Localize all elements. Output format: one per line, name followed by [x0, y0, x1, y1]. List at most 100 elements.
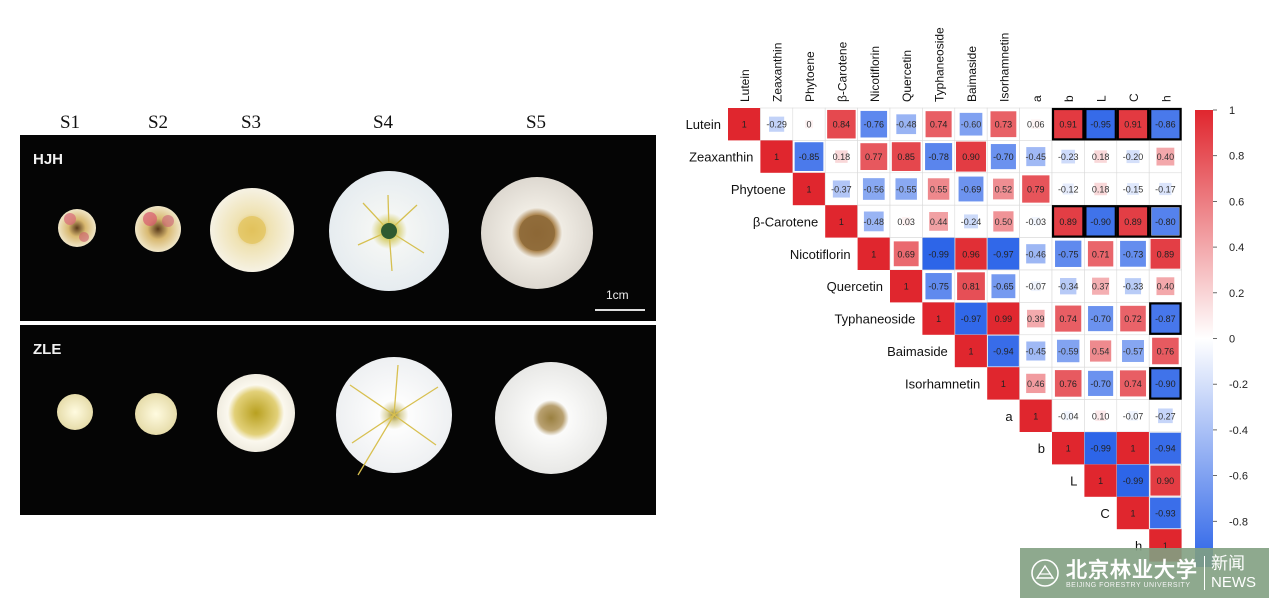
cell-value-label: 0.79 — [1027, 185, 1045, 195]
heatmap-cell — [1122, 340, 1144, 362]
heatmap-cell — [1128, 410, 1138, 421]
cell-value-label: 0.74 — [1124, 379, 1142, 389]
highlight-box — [1051, 205, 1085, 238]
colorbar-tick-label: 0.2 — [1229, 288, 1244, 300]
cell-value-label: 0.90 — [1157, 476, 1175, 486]
heatmap-cell — [1085, 206, 1116, 237]
cell-value-label: -0.29 — [766, 120, 787, 130]
col-label-nicotiflorin: Nicotiflorin — [868, 46, 882, 102]
heatmap-cell — [1026, 244, 1046, 264]
cell-value-label: -0.33 — [1123, 282, 1144, 292]
heatmap-cell — [1127, 183, 1139, 195]
heatmap-cell — [890, 270, 923, 303]
heatmap-cell — [1055, 240, 1082, 267]
colorbar-tick-label: -0.6 — [1229, 471, 1248, 483]
heatmap-cell — [857, 237, 890, 270]
zle-flower-s5 — [495, 362, 607, 474]
logo-name-cn: 北京林业大学 — [1066, 557, 1198, 582]
heatmap-cell — [1031, 216, 1041, 226]
heatmap-cell — [956, 141, 986, 172]
col-label-b: b — [1062, 95, 1076, 102]
stage-label-s4: S4 — [372, 112, 394, 133]
row-label-lutein: Lutein — [686, 117, 721, 132]
highlight-box — [1149, 205, 1182, 238]
heatmap-cell — [804, 120, 814, 129]
cell-value-label: -0.99 — [928, 249, 949, 259]
col-label-h: h — [1159, 95, 1173, 102]
cell-value-label: 0.73 — [995, 120, 1013, 130]
stage-label-s1: S1 — [59, 112, 81, 133]
heatmap-cell — [835, 150, 848, 163]
heatmap-cell — [1087, 241, 1114, 267]
cell-value-label: -0.85 — [799, 152, 820, 162]
correlation-heatmap: Lutein Zeaxanthin Phytoene β-Carotene Nicoti… — [686, 27, 1248, 567]
logo-news-cn: 新闻 — [1211, 554, 1245, 573]
cell-frame — [1019, 302, 1053, 336]
cell-value-label: 0 — [806, 120, 811, 130]
logo-name-en: BEIJING FORESTRY UNIVERSITY — [1066, 581, 1191, 589]
cell-value-label: -0.99 — [1090, 444, 1111, 454]
cell-value-label: -0.07 — [1026, 282, 1047, 292]
hjh-flower-s5 — [481, 177, 593, 289]
cell-value-label: 0.54 — [1092, 347, 1110, 357]
cell-value-label: 0.18 — [1092, 185, 1110, 195]
heatmap-cell — [1124, 278, 1142, 295]
cell-value-label: -0.87 — [1155, 314, 1176, 324]
bjfu-news-logo: 北京林业大学 BEIJING FORESTRY UNIVERSITY 新闻 NE… — [1020, 548, 1269, 598]
row-label-nicotiflorin: Nicotiflorin — [790, 247, 851, 262]
heatmap-cell — [860, 143, 888, 171]
row-label-phytoene: Phytoene — [731, 182, 786, 197]
cell-value-label: 0.71 — [1092, 249, 1110, 259]
heatmap-cell — [925, 111, 952, 138]
heatmap-cell — [862, 178, 885, 200]
cell-value-label: 0.77 — [865, 152, 883, 162]
cell-value-label: 1 — [839, 217, 844, 227]
cell-value-label: -0.75 — [928, 282, 949, 292]
colorbar-gradient — [1195, 110, 1213, 567]
stage-label-s5: S5 — [525, 112, 547, 133]
cell-value-label: 0.99 — [995, 314, 1013, 324]
zle-flower-s1 — [57, 394, 93, 430]
cell-value-label: -0.97 — [961, 314, 982, 324]
cell-value-label: 0.74 — [1059, 314, 1077, 324]
heatmap-cell — [827, 109, 856, 139]
cell-value-label: 1 — [1130, 509, 1135, 519]
row-label-zeaxanthin: Zeaxanthin — [689, 150, 753, 165]
cell-value-label: 0.76 — [1157, 347, 1175, 357]
heatmap-cell — [1056, 339, 1080, 363]
row-label-b: b — [1038, 441, 1045, 456]
row-label-beta-carotene: β-Carotene — [753, 214, 818, 229]
heatmap-cell — [955, 238, 987, 270]
heatmap-cell — [1150, 465, 1181, 496]
heatmap-cell — [893, 241, 919, 267]
cell-value-label: 0.74 — [930, 120, 948, 130]
cell-value-label: 0.85 — [897, 152, 915, 162]
row-label-c: C — [1100, 506, 1109, 521]
cell-value-label: 1 — [742, 120, 747, 130]
cell-value-label: 1 — [806, 185, 811, 195]
heatmap-cell — [987, 367, 1020, 400]
cell-value-label: 0.37 — [1092, 282, 1110, 292]
cell-value-label: -0.04 — [1058, 411, 1079, 421]
cell-value-label: 1 — [1098, 476, 1103, 486]
row-labels: Lutein Zeaxanthin Phytoene β-Carotene Nicoti… — [686, 117, 1143, 553]
cell-value-label: -0.70 — [1090, 314, 1111, 324]
heatmap-cell — [1084, 464, 1117, 497]
heatmap-cell — [1062, 183, 1074, 195]
heatmap-cell — [993, 211, 1014, 232]
heatmap-cell — [896, 114, 917, 135]
heatmap-cell — [990, 111, 1017, 138]
colorbar-tick-label: -0.2 — [1229, 379, 1248, 391]
column-labels: Lutein Zeaxanthin Phytoene β-Carotene Nicoti… — [738, 27, 1173, 102]
cell-value-label: -0.57 — [1123, 347, 1144, 357]
cell-value-label: -0.69 — [961, 185, 982, 195]
heatmap-cell — [1053, 109, 1084, 140]
heatmap-cell — [922, 237, 955, 270]
heatmap-cell — [1094, 150, 1107, 163]
cell-value-label: 1 — [1130, 444, 1135, 454]
cell-value-label: -0.76 — [864, 120, 885, 130]
heatmap-cell — [964, 214, 978, 229]
row-label-quercetin: Quercetin — [827, 279, 883, 294]
highlight-box — [1116, 107, 1150, 141]
heatmap-cell — [1159, 182, 1172, 196]
